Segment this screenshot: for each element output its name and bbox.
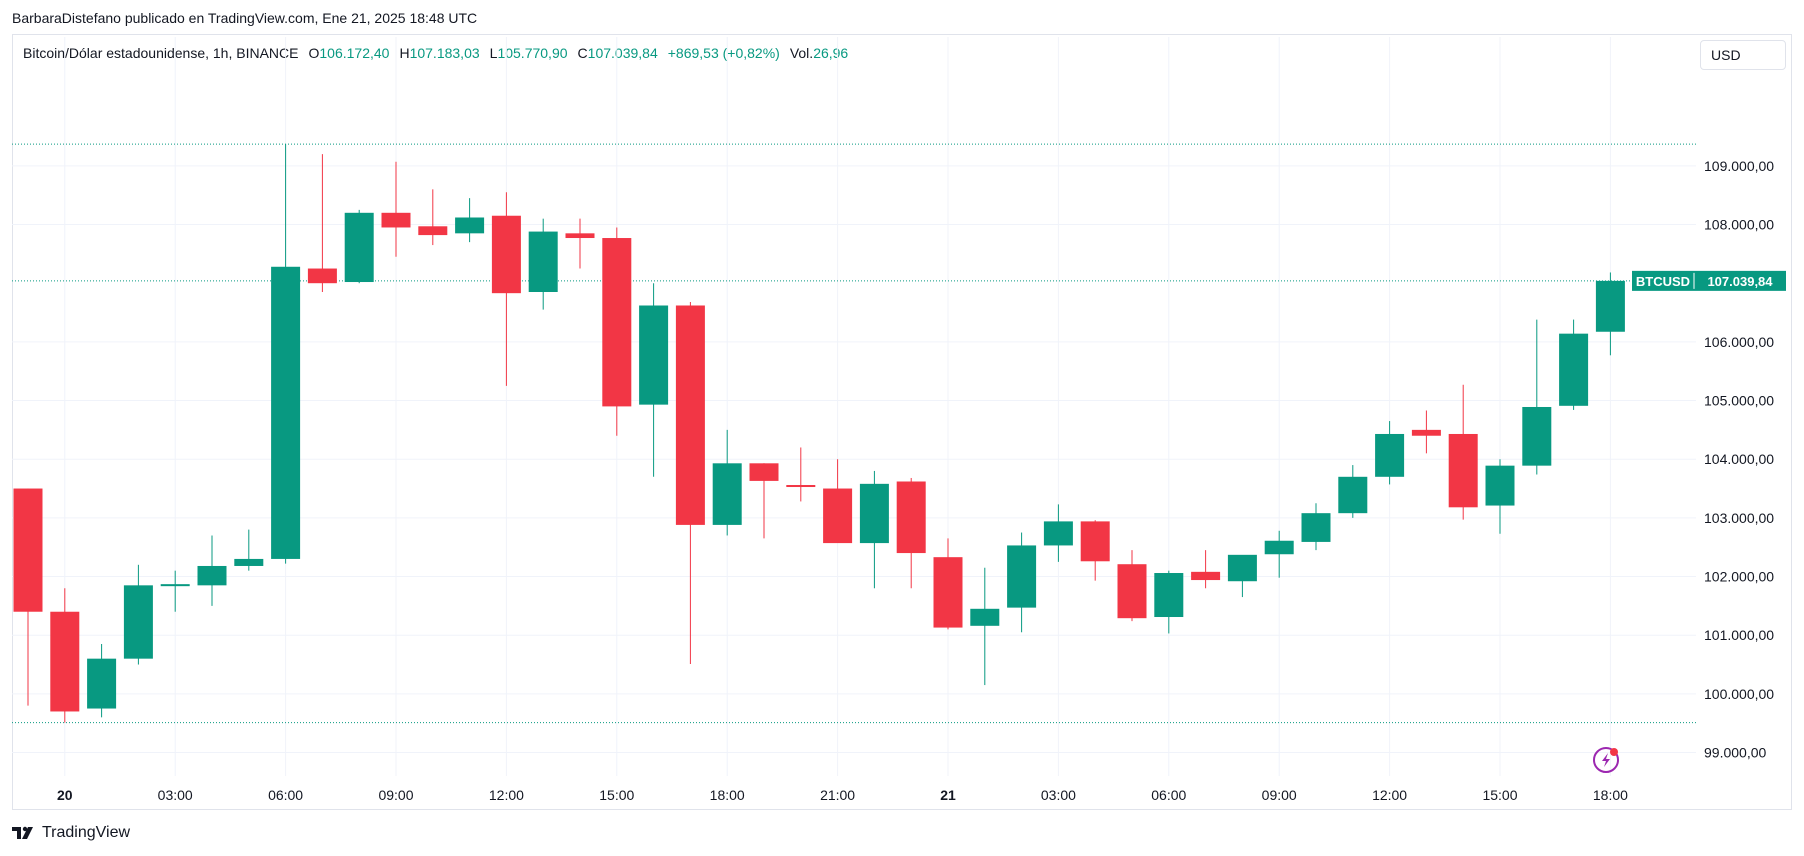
close-value: 107.039,84 [587, 45, 658, 61]
footer: TradingView [12, 824, 130, 842]
high-value: 107.183,03 [409, 45, 480, 61]
low-label: L [489, 45, 498, 61]
open-label: O [308, 45, 320, 61]
symbol-name[interactable]: Bitcoin/Dólar estadounidense, 1h, BINANC… [23, 45, 299, 61]
low-value: 105.770,90 [497, 45, 568, 61]
symbol-legend: Bitcoin/Dólar estadounidense, 1h, BINANC… [23, 45, 858, 61]
currency-button[interactable]: USD [1700, 40, 1786, 70]
tradingview-logo-icon [12, 826, 33, 839]
volume-label: Vol. [789, 45, 814, 61]
publisher-line: BarbaraDistefano publicado en TradingVie… [12, 10, 478, 26]
footer-brand: TradingView [42, 824, 131, 841]
change-value: +869,53 (+0,82%) [667, 45, 780, 61]
chart-frame [12, 34, 1792, 810]
high-label: H [399, 45, 410, 61]
open-value: 106.172,40 [319, 45, 390, 61]
volume-value: 26,96 [813, 45, 849, 61]
close-label: C [577, 45, 588, 61]
